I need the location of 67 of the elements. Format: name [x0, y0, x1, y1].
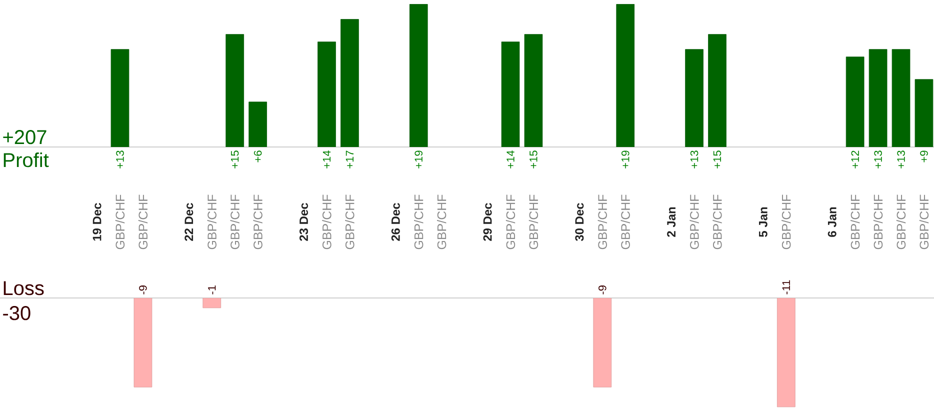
- x-tick-label: GBP/CHF: [850, 194, 860, 250]
- x-tick-label: GBP/CHF: [620, 194, 630, 250]
- x-tick-label: 30 Dec: [575, 203, 584, 242]
- x-tick-label: GBP/CHF: [712, 194, 722, 250]
- bar: [708, 34, 726, 147]
- data-label: +13: [874, 150, 882, 168]
- x-tick-label: GBP/CHF: [598, 194, 607, 250]
- x-tick-label: 5 Jan: [759, 207, 768, 237]
- bar: [914, 79, 934, 147]
- bar: [846, 56, 864, 147]
- x-tick-label: GBP/CHF: [528, 194, 538, 250]
- x-tick-label: GBP/CHF: [782, 194, 791, 250]
- x-tick-label: GBP/CHF: [115, 194, 125, 250]
- bar: [892, 49, 910, 147]
- data-label: +19: [621, 150, 630, 168]
- bar: [409, 4, 428, 147]
- x-tick-label: 22 Dec: [184, 203, 194, 241]
- x-tick-label: GBP/CHF: [207, 194, 216, 250]
- data-label: +13: [116, 150, 124, 168]
- bar: [340, 19, 359, 147]
- x-tick-label: GBP/CHF: [919, 194, 929, 250]
- data-label: +17: [346, 150, 354, 168]
- bar: [868, 49, 888, 147]
- data-label: +9: [920, 150, 928, 162]
- bar: [685, 49, 704, 147]
- x-tick-label: 29 Dec: [483, 203, 492, 241]
- x-tick-label: GBP/CHF: [345, 194, 354, 250]
- y-axis-title: Profit: [4, 152, 49, 168]
- text: -30: [3, 306, 30, 320]
- x-tick-label: GBP/CHF: [253, 194, 262, 250]
- data-label: +14: [506, 150, 514, 168]
- x-tick-label: GBP/CHF: [138, 194, 148, 250]
- x-tick-label: 19 Dec: [92, 203, 102, 241]
- text: +207: [3, 130, 46, 144]
- y-axis-title: Loss: [4, 281, 44, 296]
- x-tick-label: GBP/CHF: [322, 194, 332, 250]
- data-label: +6: [254, 150, 262, 162]
- x-tick-label: GBP/CHF: [230, 194, 240, 250]
- data-label: -11: [782, 280, 790, 294]
- bar: [501, 42, 520, 147]
- x-tick-label: GBP/CHF: [690, 194, 699, 250]
- data-label: +12: [851, 150, 859, 168]
- data-label: -9: [598, 286, 606, 294]
- data-label: +13: [897, 150, 905, 168]
- data-label: -9: [139, 286, 147, 294]
- data-label: -1: [208, 286, 216, 294]
- bar: [110, 49, 130, 147]
- x-tick-label: GBP/CHF: [414, 194, 424, 250]
- bar: [318, 42, 336, 147]
- data-label: +15: [231, 150, 239, 168]
- bar: [524, 34, 543, 147]
- data-label: +15: [713, 150, 722, 168]
- x-tick-label: GBP/CHF: [873, 194, 883, 250]
- bar: [248, 102, 267, 147]
- x-tick-label: GBP/CHF: [436, 194, 446, 250]
- x-tick-label: GBP/CHF: [896, 194, 906, 250]
- data-label: +13: [690, 150, 698, 168]
- x-tick-label: 26 Dec: [391, 203, 400, 241]
- x-tick-label: 6 Jan: [828, 207, 836, 237]
- data-label: +14: [322, 150, 331, 168]
- data-label: +19: [414, 150, 423, 168]
- x-tick-label: 2 Jan: [667, 207, 676, 237]
- bar: [226, 34, 244, 147]
- bar: [616, 4, 635, 147]
- x-tick-label: GBP/CHF: [506, 194, 516, 250]
- x-tick-label: 23 Dec: [300, 203, 308, 241]
- data-label: +15: [530, 150, 538, 168]
